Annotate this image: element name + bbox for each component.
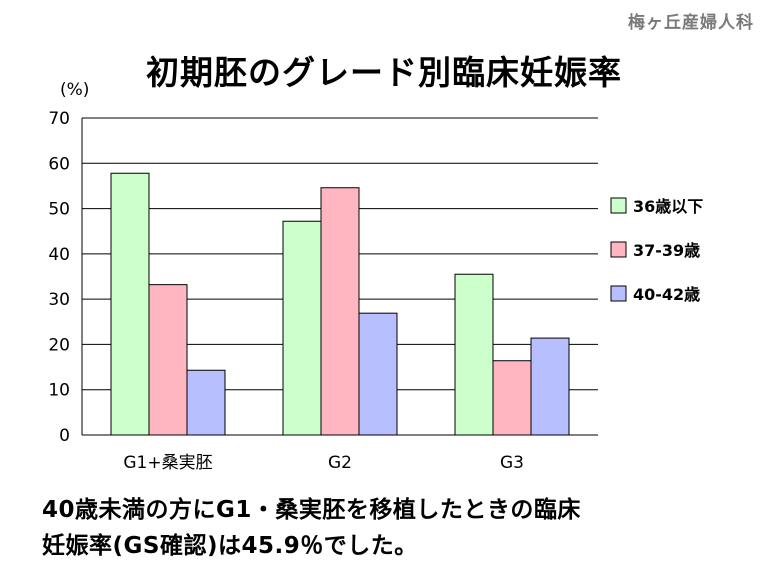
bar-2-1 [492,360,532,436]
bar-0-0 [110,172,150,436]
bar-1-1 [320,187,360,436]
caption-line-2: 妊娠率(GS確認)は45.9％でした。 [42,533,418,559]
chart-title: 初期胚のグレード別臨床妊娠率 [146,53,622,92]
y-tick-label-50: 50 [48,200,70,220]
legend-swatch-0 [610,197,627,214]
legend: 36歳以下 37-39歳 40-42歳 [610,197,703,304]
bar-1-2 [358,312,398,436]
y-tick-label-40: 40 [48,245,70,265]
y-tick-label-0: 0 [59,426,70,446]
watermark: 梅ヶ丘産婦人科 [628,13,754,33]
bar-1-0 [282,220,322,436]
bar-2-0 [454,273,494,436]
bar-0-1 [148,284,188,436]
y-tick-label-30: 30 [48,290,70,310]
legend-swatch-1 [610,241,627,258]
legend-label-2: 40-42歳 [633,285,700,304]
y-tick-label-10: 10 [48,381,70,401]
legend-label-1: 37-39歳 [633,241,700,260]
caption: 40歳未満の方にG1・桑実胚を移植したときの臨床 妊娠率(GS確認)は45.9％… [42,492,581,564]
x-tick-label-0: G1+桑実胚 [123,453,212,473]
y-tick-label-20: 20 [48,335,70,355]
x-tick-label-2: G3 [500,453,524,473]
y-tick-labels: 0 10 20 30 40 50 60 70 [48,109,70,446]
bar-2-2 [530,337,570,436]
x-tick-labels: G1+桑実胚 G2 G3 [123,453,524,473]
legend-swatch-2 [610,285,627,302]
legend-label-0: 36歳以下 [633,197,703,216]
y-tick-label-60: 60 [48,154,70,174]
bars [110,172,570,436]
y-tick-label-70: 70 [48,109,70,129]
bar-0-2 [186,369,226,436]
x-tick-label-1: G2 [328,453,352,473]
caption-line-1: 40歳未満の方にG1・桑実胚を移植したときの臨床 [42,497,581,523]
y-axis-unit-label: (%) [60,80,90,100]
